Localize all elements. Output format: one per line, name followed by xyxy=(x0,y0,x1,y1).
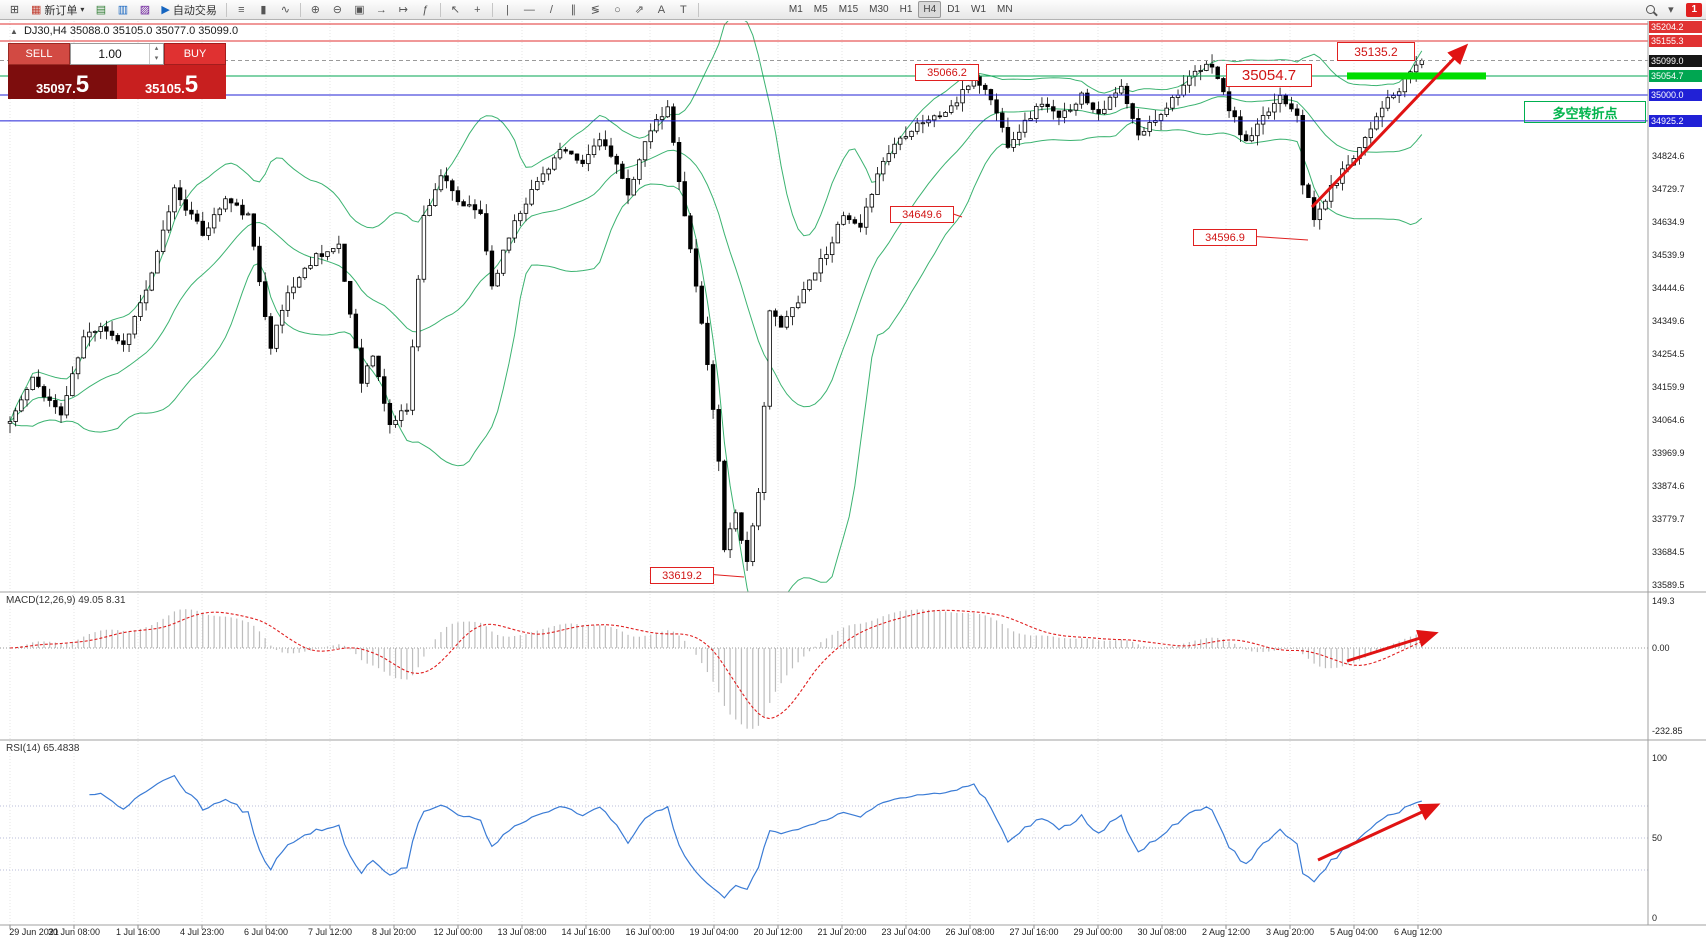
grid-lines xyxy=(9,21,1419,929)
fibonacci-icon[interactable]: ≶ xyxy=(590,4,600,16)
macd-panel xyxy=(0,609,1648,729)
more-tools-icon[interactable]: ▾ xyxy=(1668,4,1674,16)
toolbar-separator xyxy=(225,2,227,17)
notification-badge[interactable]: 1 xyxy=(1686,2,1702,17)
toolbar-separator xyxy=(697,2,699,17)
new-order-button[interactable]: ▦ 新订单 ▾ xyxy=(26,2,89,18)
toolbar-separator xyxy=(299,2,301,17)
toolbar-separator xyxy=(439,2,441,17)
shapes-icon[interactable]: ○ xyxy=(614,3,621,16)
buy-button[interactable]: BUY xyxy=(164,43,226,65)
timeframe-mn[interactable]: MN xyxy=(997,4,1013,15)
buy-price-big-digit: 5 xyxy=(184,71,199,98)
buy-price-display[interactable]: 35105. 5 xyxy=(117,65,226,99)
text-label-icon[interactable]: T xyxy=(680,3,687,16)
trend-arrows xyxy=(711,43,1469,862)
candles-layer xyxy=(7,54,1425,571)
horizontal-level-lines xyxy=(0,23,1648,122)
zoom-out-icon[interactable]: ⊖ xyxy=(332,4,342,16)
volume-stepper[interactable]: 1.00 ▴ ▾ xyxy=(70,43,164,65)
horizontal-line-icon[interactable]: — xyxy=(523,3,535,16)
chevron-down-icon: ▾ xyxy=(80,5,85,14)
bar-chart-icon[interactable]: ≡ xyxy=(238,3,245,16)
timeframe-d1[interactable]: D1 xyxy=(947,4,960,15)
price-annotation-tag[interactable]: 35066.2 xyxy=(915,64,979,81)
turning-point-label[interactable]: 多空转折点 xyxy=(1524,101,1646,123)
chart-header: ▲ DJ30,H4 35088.0 35105.0 35077.0 35099.… xyxy=(10,25,238,37)
bollinger-bands xyxy=(9,21,1423,592)
arrow-tool-icon[interactable]: ⇗ xyxy=(634,4,644,16)
crosshair-icon[interactable]: + xyxy=(474,3,481,16)
price-annotation-tag[interactable]: 34596.9 xyxy=(1193,229,1257,246)
sell-price-big-digit: 5 xyxy=(75,71,90,98)
price-annotation-tag[interactable]: 35054.7 xyxy=(1226,64,1312,87)
buy-price-main: 35105. xyxy=(144,81,185,96)
volume-down-icon[interactable]: ▾ xyxy=(154,55,159,62)
new-order-button-icon: ▦ xyxy=(31,4,42,16)
new-chart-icon[interactable]: ⊞ xyxy=(9,4,20,16)
cursor-icon[interactable]: ↖ xyxy=(450,4,460,16)
macd-indicator-label: MACD(12,26,9) 49.05 8.31 xyxy=(6,595,126,606)
volume-value[interactable]: 1.00 xyxy=(98,47,122,61)
sell-price-main: 35097. xyxy=(35,81,76,96)
sell-button[interactable]: SELL xyxy=(8,43,70,65)
volume-up-icon[interactable]: ▴ xyxy=(154,45,159,52)
timeframe-w1[interactable]: W1 xyxy=(971,4,986,15)
panel-frames xyxy=(0,21,1706,926)
rsi-panel xyxy=(0,774,1648,899)
market-watch-icon[interactable]: ▤ xyxy=(95,4,107,16)
timeframe-m1[interactable]: M1 xyxy=(788,4,803,15)
timeframe-m30[interactable]: M30 xyxy=(869,4,889,15)
data-window-icon[interactable]: ▥ xyxy=(117,4,129,16)
thick-green-level-segment xyxy=(1347,72,1486,80)
indicators-icon[interactable]: ƒ xyxy=(422,3,429,16)
price-annotation-tag[interactable]: 35135.2 xyxy=(1337,42,1415,61)
auto-trading-button-label: 自动交易 xyxy=(172,4,217,17)
price-annotation-tag[interactable]: 33619.2 xyxy=(650,567,714,584)
timeframe-m15[interactable]: M15 xyxy=(838,4,859,15)
chart-shift-icon[interactable]: ↦ xyxy=(398,4,408,16)
rsi-indicator-label: RSI(14) 65.4838 xyxy=(6,743,80,754)
new-order-button-label: 新订单 xyxy=(44,4,78,17)
candlestick-chart-icon[interactable]: ▮ xyxy=(260,4,267,16)
auto-trading-button-icon: ▶ xyxy=(161,4,170,16)
price-annotation-tag[interactable]: 34649.6 xyxy=(890,206,954,223)
zoom-in-icon[interactable]: ⊕ xyxy=(310,4,320,16)
one-click-trade-panel: SELL 1.00 ▴ ▾ BUY 35097. 5 35105. 5 xyxy=(8,43,226,99)
symbol-period-label: DJ30,H4 xyxy=(23,25,67,37)
search-icon[interactable] xyxy=(1643,2,1659,18)
toolbar-separator xyxy=(491,2,493,17)
sell-price-display[interactable]: 35097. 5 xyxy=(8,65,117,99)
timeframe-m5[interactable]: M5 xyxy=(813,4,828,15)
strategy-tester-icon[interactable]: ▨ xyxy=(139,4,151,16)
timeframe-h4[interactable]: H4 xyxy=(918,1,942,18)
auto-scroll-icon[interactable]: → xyxy=(375,3,387,16)
ohlc-values: 35088.0 35105.0 35077.0 35099.0 xyxy=(69,25,239,37)
line-chart-icon[interactable]: ∿ xyxy=(280,4,290,16)
timeframe-h1[interactable]: H1 xyxy=(899,4,913,15)
channel-icon[interactable]: ∥ xyxy=(570,4,577,16)
vertical-line-icon[interactable]: | xyxy=(505,3,509,16)
auto-trading-button[interactable]: ▶ 自动交易 xyxy=(156,2,221,18)
toolbar: ⊞ ▦ 新订单 ▾ ▤ ▥ ▨ ▶ 自动交易 ≡ ▮ ∿ ⊕ ⊖ ▣ → ↦ ƒ ↖ + | — / ∥ ≶ ○ ⇗ A T M1 M5 M1… xyxy=(0,0,1706,20)
collapse-trade-panel-icon[interactable]: ▲ xyxy=(10,27,18,36)
tile-windows-icon[interactable]: ▣ xyxy=(354,4,365,16)
text-icon[interactable]: A xyxy=(657,3,666,16)
trendline-icon[interactable]: / xyxy=(549,3,553,16)
